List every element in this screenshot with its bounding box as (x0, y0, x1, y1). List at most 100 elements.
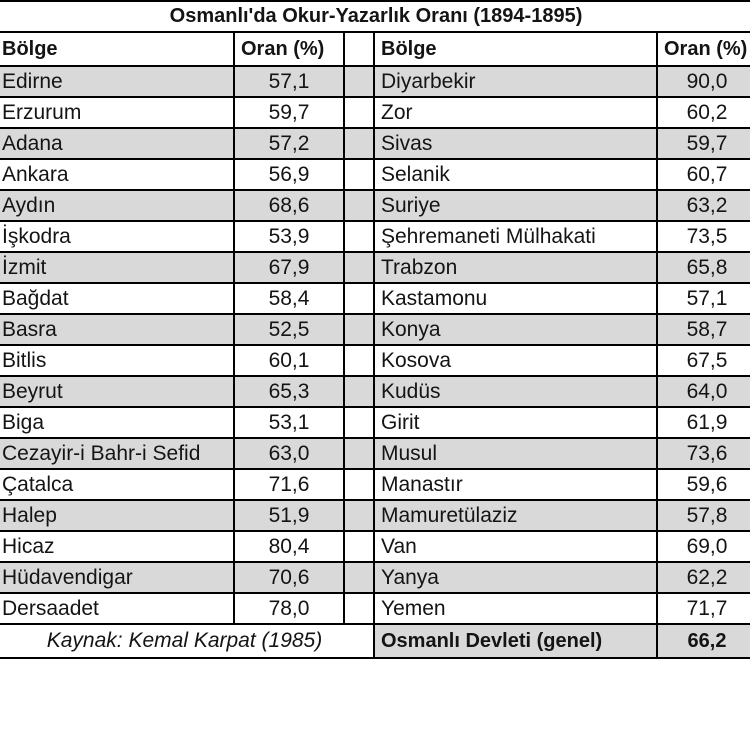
region-cell: Kudüs (373, 375, 658, 408)
rate-cell: 57,1 (655, 282, 750, 315)
rate-cell: 51,9 (233, 499, 345, 532)
table-row: Erzurum 59,7 Zor 60,2 (0, 96, 750, 129)
region-cell: Çatalca (0, 468, 235, 501)
table-row: Hüdavendigar 70,6 Yanya 62,2 (0, 561, 750, 594)
rate-cell: 65,8 (655, 251, 750, 284)
table-row: Beyrut 65,3 Kudüs 64,0 (0, 375, 750, 408)
region-cell: Selanik (373, 158, 658, 191)
rate-cell: 57,8 (655, 499, 750, 532)
rate-cell: 67,5 (655, 344, 750, 377)
region-cell: Manastır (373, 468, 658, 501)
region-cell: Mamuretülaziz (373, 499, 658, 532)
spacer-cell (343, 530, 375, 563)
region-cell: Erzurum (0, 96, 235, 129)
spacer-cell (343, 127, 375, 160)
region-cell: Şehremaneti Mülhakati (373, 220, 658, 253)
region-cell: Yanya (373, 561, 658, 594)
spacer-cell (343, 375, 375, 408)
rate-cell: 52,5 (233, 313, 345, 346)
rate-cell: 63,2 (655, 189, 750, 222)
total-value: 66,2 (655, 623, 750, 659)
region-cell: Dersaadet (0, 592, 235, 625)
rate-cell: 57,2 (233, 127, 345, 160)
region-cell: Hicaz (0, 530, 235, 563)
rate-cell: 63,0 (233, 437, 345, 470)
table-row: Halep 51,9 Mamuretülaziz 57,8 (0, 499, 750, 532)
spacer-cell (343, 592, 375, 625)
header-row: Bölge Oran (%) Bölge Oran (%) (0, 31, 750, 67)
page-title: Osmanlı'da Okur-Yazarlık Oranı (1894-189… (0, 0, 750, 33)
region-cell: Basra (0, 313, 235, 346)
region-cell: Bağdat (0, 282, 235, 315)
spacer-cell (343, 344, 375, 377)
rate-cell: 60,2 (655, 96, 750, 129)
total-label: Osmanlı Devleti (genel) (373, 623, 658, 659)
title-row: Osmanlı'da Okur-Yazarlık Oranı (1894-189… (0, 0, 750, 33)
rate-cell: 68,6 (233, 189, 345, 222)
region-cell: Edirne (0, 65, 235, 98)
rate-cell: 61,9 (655, 406, 750, 439)
region-cell: Girit (373, 406, 658, 439)
column-header-region-right: Bölge (373, 31, 658, 67)
table-row: İzmit 67,9 Trabzon 65,8 (0, 251, 750, 284)
rate-cell: 69,0 (655, 530, 750, 563)
table-row: Ankara 56,9 Selanik 60,7 (0, 158, 750, 191)
region-cell: Yemen (373, 592, 658, 625)
region-cell: Beyrut (0, 375, 235, 408)
column-header-region-left: Bölge (0, 31, 235, 67)
table-row: Basra 52,5 Konya 58,7 (0, 313, 750, 346)
table-row: Çatalca 71,6 Manastır 59,6 (0, 468, 750, 501)
spacer-cell (343, 499, 375, 532)
region-cell: Suriye (373, 189, 658, 222)
spacer-cell (343, 65, 375, 98)
spacer-cell (343, 220, 375, 253)
region-cell: Musul (373, 437, 658, 470)
region-cell: Hüdavendigar (0, 561, 235, 594)
rate-cell: 70,6 (233, 561, 345, 594)
rate-cell: 64,0 (655, 375, 750, 408)
region-cell: Van (373, 530, 658, 563)
rate-cell: 60,1 (233, 344, 345, 377)
spacer-cell (343, 251, 375, 284)
region-cell: Sivas (373, 127, 658, 160)
column-header-rate-left: Oran (%) (233, 31, 345, 67)
table-row: Hicaz 80,4 Van 69,0 (0, 530, 750, 563)
rate-cell: 62,2 (655, 561, 750, 594)
table-row: Bitlis 60,1 Kosova 67,5 (0, 344, 750, 377)
table-row: Dersaadet 78,0 Yemen 71,7 (0, 592, 750, 625)
rate-cell: 53,1 (233, 406, 345, 439)
region-cell: Bitlis (0, 344, 235, 377)
rate-cell: 80,4 (233, 530, 345, 563)
region-cell: Diyarbekir (373, 65, 658, 98)
region-cell: İşkodra (0, 220, 235, 253)
rate-cell: 60,7 (655, 158, 750, 191)
region-cell: İzmit (0, 251, 235, 284)
spacer-cell (343, 561, 375, 594)
region-cell: Konya (373, 313, 658, 346)
rate-cell: 73,5 (655, 220, 750, 253)
table-row: Cezayir-i Bahr-i Sefid 63,0 Musul 73,6 (0, 437, 750, 470)
rate-cell: 59,6 (655, 468, 750, 501)
spacer-cell (343, 282, 375, 315)
rate-cell: 58,7 (655, 313, 750, 346)
literacy-table: Osmanlı'da Okur-Yazarlık Oranı (1894-189… (0, 0, 750, 659)
rate-cell: 67,9 (233, 251, 345, 284)
rate-cell: 59,7 (233, 96, 345, 129)
spacer-cell (343, 189, 375, 222)
rate-cell: 58,4 (233, 282, 345, 315)
region-cell: Kastamonu (373, 282, 658, 315)
table-row: Aydın 68,6 Suriye 63,2 (0, 189, 750, 222)
rate-cell: 73,6 (655, 437, 750, 470)
region-cell: Trabzon (373, 251, 658, 284)
rate-cell: 71,6 (233, 468, 345, 501)
spacer-cell (343, 468, 375, 501)
spacer-cell (343, 313, 375, 346)
region-cell: Ankara (0, 158, 235, 191)
region-cell: Zor (373, 96, 658, 129)
table-row: Bağdat 58,4 Kastamonu 57,1 (0, 282, 750, 315)
table-row: Biga 53,1 Girit 61,9 (0, 406, 750, 439)
region-cell: Biga (0, 406, 235, 439)
source-citation: Kaynak: Kemal Karpat (1985) (0, 623, 375, 659)
region-cell: Adana (0, 127, 235, 160)
